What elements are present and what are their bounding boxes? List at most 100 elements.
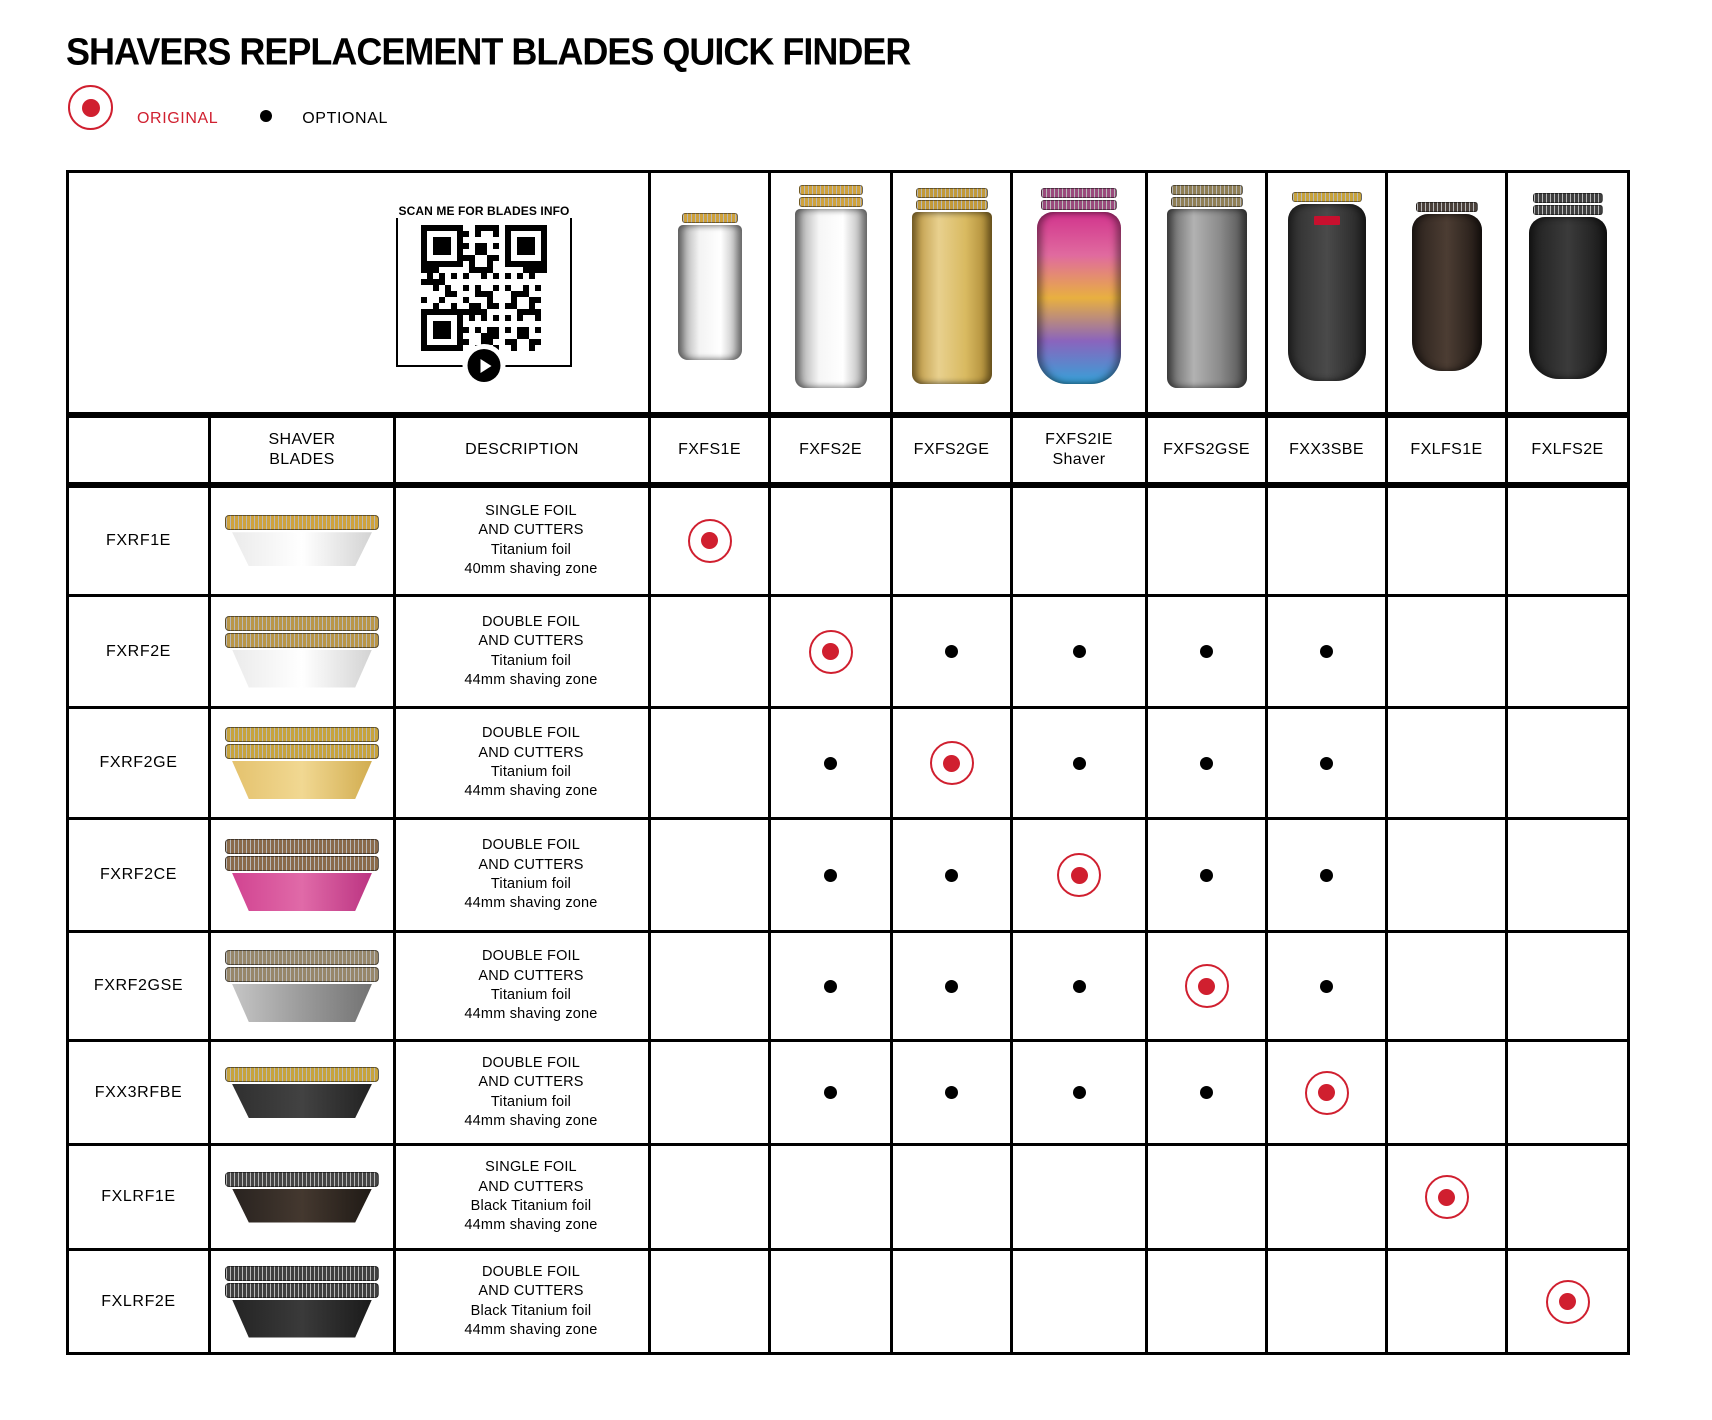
description-line: Titanium foil [490, 652, 572, 669]
column-header-FXLFS2E: FXLFS2E [1505, 413, 1630, 488]
shaver-image-FXLFS2E [1510, 193, 1626, 391]
mark-cell-FXLRF2E-FXFS2IE [1010, 1248, 1148, 1355]
shaver-image-FXFS2IE [1015, 188, 1144, 396]
shaver-foil-bar [1170, 196, 1243, 207]
mark-cell-FXX3RFBE-FXFS2E [768, 1039, 893, 1146]
mark-cell-FXX3RFBE-FXFS2GSE [1145, 1039, 1268, 1146]
column-header-label: FXFS2IE [1045, 430, 1113, 448]
blade-foil-bar [225, 1265, 379, 1281]
shaver-foil-bar [681, 212, 738, 223]
description-cell: DOUBLE FOIL AND CUTTERS Black Titanium foi… [393, 1248, 651, 1355]
table-row-FXX3RFBE: FXX3RFBE DOUBLE FOIL AND CUTTERS Titanium f… [66, 1039, 1630, 1146]
mark-cell-FXRF2E-FXX3SBE [1265, 594, 1388, 709]
optional-marker [1320, 645, 1333, 658]
table-row-FXLRF1E: FXLRF1E SINGLE FOIL AND CUTTERS Black Titan… [66, 1143, 1630, 1251]
description-line: 44mm shaving zone [464, 1112, 598, 1129]
original-marker-dot [1070, 866, 1088, 884]
mark-cell-FXLRF2E-FXLFS2E [1505, 1248, 1630, 1355]
mark-cell-FXRF2GSE-FXLFS1E [1385, 930, 1508, 1042]
play-button[interactable] [467, 349, 501, 383]
mark-cell-FXLRF2E-FXLFS1E [1385, 1248, 1508, 1355]
product-image-cell-FXFS2IE [1010, 170, 1148, 418]
mark-cell-FXRF2GSE-FXLFS2E [1505, 930, 1630, 1042]
mark-cell-FXRF2GE-FXLFS2E [1505, 706, 1630, 820]
description-line: AND CUTTERS [478, 633, 584, 650]
blade-image-FXLRF2E [213, 1265, 392, 1338]
blade-image-cell [208, 1248, 396, 1355]
mark-cell-FXRF2E-FXLFS1E [1385, 594, 1508, 709]
original-marker-dot [943, 754, 960, 772]
blade-foil-bar [225, 515, 379, 531]
shaver-foil-head [798, 184, 863, 209]
mark-cell-FXRF2GSE-FXFS2GSE [1145, 930, 1268, 1042]
product-image-cell-FXLFS1E [1385, 170, 1508, 418]
blade-body [232, 1084, 372, 1118]
blade-image-cell [208, 1039, 396, 1146]
mark-cell-FXRF2GE-FXFS2IE [1010, 706, 1148, 820]
optional-marker [1072, 1086, 1086, 1099]
blade-image-cell [208, 930, 396, 1042]
blade-foil-bar [225, 856, 379, 871]
blade-model-label: FXRF2GE [99, 754, 178, 771]
column-header-sublabel: Shaver [1052, 450, 1106, 468]
mark-cell-FXLRF2E-FXX3SBE [1265, 1248, 1388, 1355]
description-cell: DOUBLE FOIL AND CUTTERS Titanium foil 44mm … [393, 930, 651, 1042]
mark-cell-FXRF2GE-FXFS2GE [890, 706, 1013, 820]
optional-marker [945, 979, 958, 993]
description-cell: DOUBLE FOIL AND CUTTERS Titanium foil 44mm … [393, 1039, 651, 1146]
blade-model-label-cell: FXRF2CE [66, 817, 211, 933]
mark-cell-FXLRF1E-FXFS2IE [1010, 1143, 1148, 1251]
mark-cell-FXRF1E-FXFS2GE [890, 483, 1013, 597]
mark-cell-FXRF2GSE-FXFS1E [648, 930, 771, 1042]
shaver-foil-bar [1291, 191, 1362, 202]
mark-cell-FXX3RFBE-FXFS1E [648, 1039, 771, 1146]
description-header: DESCRIPTION [393, 413, 651, 488]
description-line: AND CUTTERS [478, 967, 584, 984]
mark-cell-FXRF1E-FXFS2GSE [1145, 483, 1268, 597]
blade-image-FXRF2CE [213, 839, 392, 911]
mark-cell-FXRF2E-FXFS2E [768, 594, 893, 709]
original-marker-dot [1318, 1084, 1335, 1101]
mark-cell-FXRF2CE-FXFS2GE [890, 817, 1013, 933]
optional-marker [1072, 645, 1086, 658]
blade-image-cell [208, 594, 396, 709]
optional-marker [1200, 868, 1213, 882]
blade-body [232, 873, 372, 911]
original-marker-icon [68, 85, 113, 130]
blade-model-label: FXRF1E [106, 531, 171, 549]
description-line: AND CUTTERS [478, 1178, 584, 1195]
description-cell: SINGLE FOIL AND CUTTERS Titanium foil 40mm … [393, 483, 651, 597]
shaver-body [794, 208, 867, 388]
shaver-foil-head [1170, 184, 1243, 209]
mark-cell-FXRF2GE-FXFS2E [768, 706, 893, 820]
shaver-foil-bar [1415, 201, 1478, 212]
mark-cell-FXLRF2E-FXFS1E [648, 1248, 771, 1355]
column-header-label: FXLFS1E [1410, 440, 1483, 458]
original-marker [1304, 1070, 1349, 1115]
mark-cell-FXRF1E-FXX3SBE [1265, 483, 1388, 597]
mark-cell-FXLRF1E-FXFS1E [648, 1143, 771, 1251]
shaver-foil-head [915, 188, 988, 212]
table-row-FXRF2GE: FXRF2GE DOUBLE FOIL AND CUTTERS Titanium fo… [66, 706, 1630, 820]
blade-image-FXRF2GSE [213, 950, 392, 1022]
shaver-image-FXLFS1E [1390, 201, 1504, 383]
blade-foil-bar [225, 727, 379, 742]
mark-cell-FXRF1E-FXFS2IE [1010, 483, 1148, 597]
description-line: SINGLE FOIL [485, 1159, 577, 1176]
mark-cell-FXRF2GE-FXX3SBE [1265, 706, 1388, 820]
blade-foil-bar [225, 615, 379, 631]
description-line: 40mm shaving zone [464, 561, 598, 578]
mark-cell-FXRF2E-FXLFS2E [1505, 594, 1630, 709]
optional-marker [945, 1086, 958, 1099]
table-row-FXLRF2E: FXLRF2E DOUBLE FOIL AND CUTTERS Black Titan… [66, 1248, 1630, 1355]
mark-cell-FXX3RFBE-FXLFS2E [1505, 1039, 1630, 1146]
mark-cell-FXRF2CE-FXLFS1E [1385, 817, 1508, 933]
page-title: SHAVERS REPLACEMENT BLADES QUICK FINDER [66, 30, 911, 74]
description-line: Black Titanium foil [470, 1302, 592, 1319]
original-marker [687, 518, 732, 563]
original-marker [1545, 1279, 1590, 1324]
shaver-foil-head [1041, 188, 1117, 212]
description-text: DOUBLE FOIL AND CUTTERS Black Titanium foi… [398, 1263, 647, 1340]
mark-cell-FXRF1E-FXLFS1E [1385, 483, 1508, 597]
